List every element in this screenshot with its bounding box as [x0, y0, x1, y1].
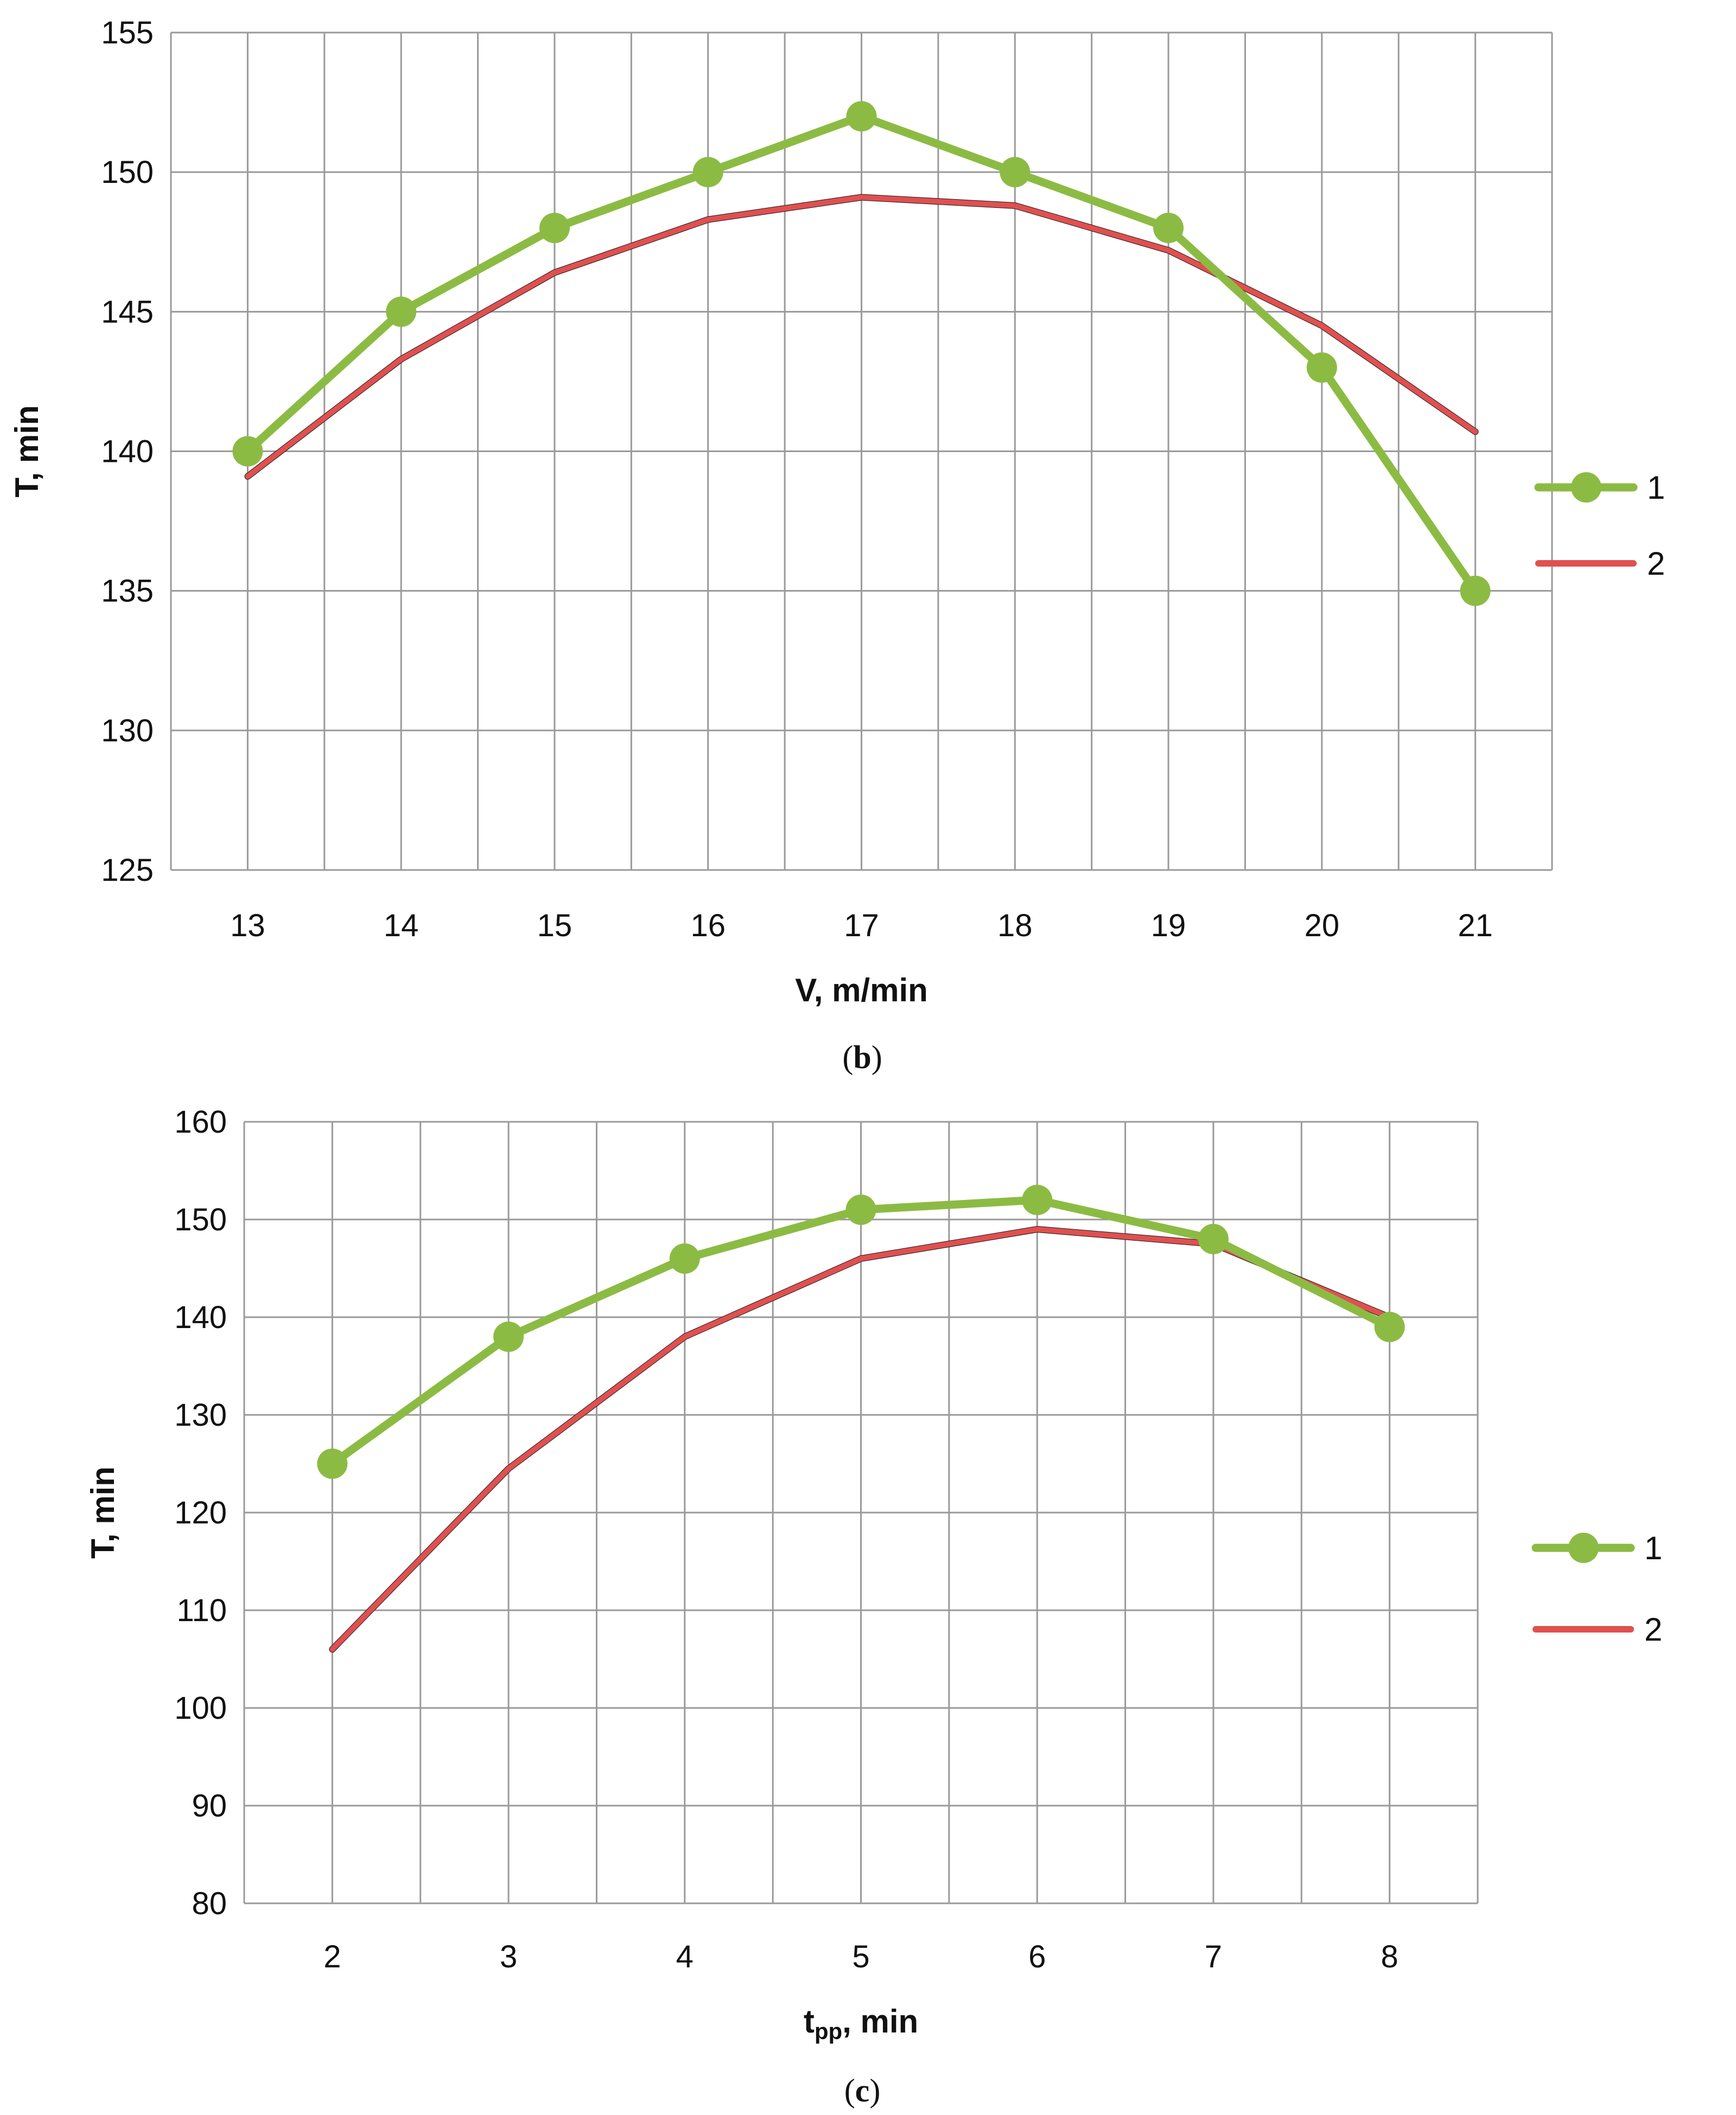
y-tick-label: 110 [177, 1593, 227, 1628]
y-tick-label: 140 [101, 434, 154, 469]
x-tick-label: 13 [230, 908, 265, 943]
y-tick-label: 145 [101, 294, 154, 329]
x-axis-title: V, m/min [795, 972, 928, 1008]
series-1-point [1153, 213, 1184, 244]
caption-b: (b) [842, 1039, 882, 1075]
series-1-point [692, 157, 723, 188]
x-axis-title-rest: , min [842, 2003, 918, 2040]
x-tick-label: 21 [1458, 908, 1493, 943]
y-axis-title: T, min [9, 405, 45, 497]
caption-c: (c) [844, 2073, 881, 2108]
y-tick-label: 150 [174, 1202, 227, 1237]
chart-panel-c: 80 90 100 110 120 130 140 150 160 2 3 4 5 6 7 8 tpp, min… [85, 1104, 1662, 2044]
series-1-point [1306, 352, 1337, 383]
y-tick-label: 80 [192, 1886, 227, 1921]
y-tick-label: 135 [101, 574, 154, 609]
y-tick-label: 155 [101, 15, 154, 50]
x-tick-label: 8 [1381, 1939, 1398, 1974]
legend-1-marker [1568, 1533, 1599, 1563]
x-tick-label: 6 [1028, 1939, 1046, 1974]
series-1-point [1374, 1312, 1405, 1342]
legend-1-marker [1571, 472, 1601, 503]
x-tick-label: 5 [852, 1939, 869, 1974]
x-tick-label: 2 [323, 1939, 341, 1974]
x-tick-label: 19 [1151, 908, 1186, 943]
y-axis-title: T, min [85, 1466, 121, 1559]
y-tick-label: 100 [174, 1691, 227, 1726]
series-1-point [493, 1322, 524, 1352]
series-1-point [539, 213, 570, 244]
y-tick-label: 150 [101, 155, 154, 190]
series-1-point [846, 101, 877, 132]
series-1-point [1198, 1224, 1229, 1254]
y-tick-label: 130 [101, 713, 154, 748]
y-tick-label: 90 [192, 1788, 227, 1824]
legend-1-label: 1 [1647, 469, 1665, 506]
x-axis-title-subscript: pp [815, 2018, 842, 2044]
series-1-point [1460, 575, 1491, 606]
y-tick-label: 125 [101, 853, 154, 888]
y-tick-label: 120 [174, 1495, 227, 1530]
x-tick-label: 3 [500, 1939, 517, 1974]
x-axis-title: tpp, min [804, 2003, 918, 2044]
series-1-point [1000, 157, 1031, 188]
x-axis-title-main: t [804, 2003, 815, 2040]
series-1-point [386, 296, 417, 327]
series-1-point [317, 1449, 348, 1479]
series-1-point [232, 436, 263, 467]
x-tick-label: 16 [690, 908, 726, 943]
series-1-point [845, 1195, 876, 1225]
legend-2-label: 2 [1647, 545, 1665, 582]
y-tick-label: 130 [174, 1398, 227, 1433]
x-tick-label: 4 [676, 1939, 694, 1974]
legend-2-label: 2 [1644, 1611, 1662, 1648]
y-tick-label: 160 [174, 1104, 227, 1140]
x-tick-label: 14 [384, 908, 419, 943]
legend-1-label: 1 [1644, 1530, 1662, 1566]
x-tick-label: 17 [844, 908, 879, 943]
x-tick-label: 18 [997, 908, 1033, 943]
series-1-point [669, 1243, 700, 1274]
y-tick-label: 140 [174, 1300, 227, 1335]
x-tick-label: 20 [1305, 908, 1340, 943]
x-tick-label: 7 [1205, 1939, 1222, 1974]
x-tick-label: 15 [537, 908, 573, 943]
series-1-point [1022, 1185, 1053, 1215]
series-2-line [245, 194, 1478, 479]
